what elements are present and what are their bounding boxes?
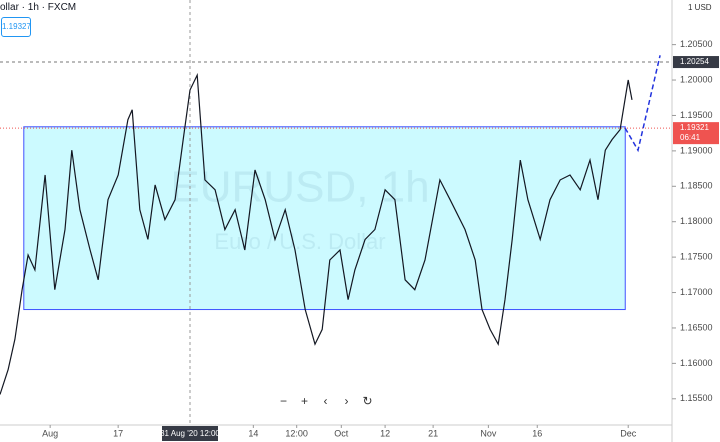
x-tick-label: Aug (42, 428, 58, 438)
zoom-in[interactable]: + (300, 394, 308, 408)
price-box[interactable]: 1.19327 (1, 17, 31, 37)
crosshair-x-label-bg (161, 426, 218, 441)
y-tick-label: 1.18000 (680, 216, 713, 226)
price-axis-bg (672, 0, 720, 442)
forecast-arrow (624, 55, 661, 153)
crosshair-y-label: 1.20254 (680, 57, 709, 66)
watermark: EURUSD, 1h (170, 163, 429, 212)
crosshair-y-label-bg (673, 56, 719, 69)
y-tick-label: 1.18500 (680, 181, 713, 191)
x-tick-label: 21 (428, 428, 438, 438)
zoom-out[interactable]: − (279, 394, 287, 408)
y-tick-label: 1.17000 (680, 287, 713, 297)
crosshair-x-label: 31 Aug '20 12:00 (160, 429, 220, 438)
y-tick-label: 1.20500 (680, 39, 713, 49)
last-price-label: 1.19321 (680, 123, 709, 132)
reset[interactable]: ↻ (362, 394, 373, 408)
scroll-left[interactable]: ‹ (323, 394, 328, 408)
x-tick-label: 12 (380, 428, 390, 438)
range-box (23, 126, 626, 311)
last-price-label-bg (673, 122, 719, 145)
x-tick-label: 14 (248, 428, 258, 438)
y-tick-label: 1.19500 (680, 110, 713, 120)
countdown: 06:41 (680, 133, 701, 142)
y-tick-label: 1.20000 (680, 74, 713, 84)
x-tick-label: Nov (480, 428, 497, 438)
price-line (0, 72, 633, 395)
x-tick-label: Oct (334, 428, 349, 438)
y-tick-label: 1.16000 (680, 358, 713, 368)
toolbar: − + ‹ › ↻ (276, 393, 375, 409)
y-tick-label: 1.15500 (680, 393, 713, 403)
x-tick-label: 16 (532, 428, 542, 438)
symbol-header: ollar · 1h · FXCM (0, 2, 77, 13)
x-tick-label: 12:00 (285, 428, 308, 438)
y-tick-label: 1.16500 (680, 322, 713, 332)
x-tick-label: 17 (113, 428, 123, 438)
scroll-right[interactable]: › (344, 394, 349, 408)
y-tick-label: 1.17500 (680, 252, 713, 262)
x-tick-label: Dec (620, 428, 637, 438)
currency[interactable]: 1 USD (688, 3, 712, 12)
y-tick-label: 1.19000 (680, 145, 713, 155)
